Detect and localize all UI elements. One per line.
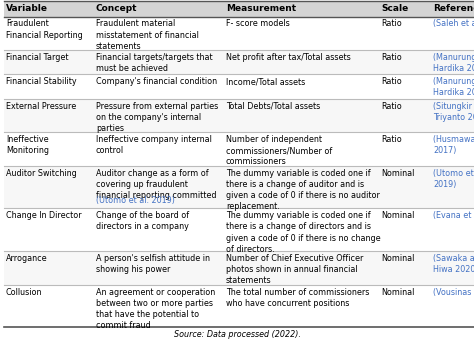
Text: A person's selfish attitude in
showing his power: A person's selfish attitude in showing h… xyxy=(96,254,210,274)
Text: Ratio: Ratio xyxy=(381,77,402,86)
Bar xyxy=(4,208,474,251)
Bar xyxy=(4,16,474,50)
Text: Source: Data processed (2022).: Source: Data processed (2022). xyxy=(173,330,301,339)
Text: Ineffective
Monitoring: Ineffective Monitoring xyxy=(6,135,49,155)
Text: Income/Total assets: Income/Total assets xyxy=(226,77,305,86)
Text: Variable: Variable xyxy=(6,4,48,13)
Text: Measurement: Measurement xyxy=(226,4,296,13)
Bar xyxy=(4,74,474,98)
Text: Ratio: Ratio xyxy=(381,102,402,110)
Text: Auditor change as a form of
covering up fraudulent
financial reporting committed: Auditor change as a form of covering up … xyxy=(96,169,217,200)
Text: Collusion: Collusion xyxy=(6,288,43,297)
Text: Net profit after tax/Total assets: Net profit after tax/Total assets xyxy=(226,53,351,62)
Text: External Pressure: External Pressure xyxy=(6,102,76,110)
Text: Arrogance: Arrogance xyxy=(6,254,47,263)
Text: (Sawaka and
Hiwa 2020): (Sawaka and Hiwa 2020) xyxy=(433,254,474,274)
Text: (Saleh et al. 2021): (Saleh et al. 2021) xyxy=(433,19,474,28)
Text: Number of Chief Executive Officer
photos shown in annual financial
statements: Number of Chief Executive Officer photos… xyxy=(226,254,364,285)
Text: Change In Director: Change In Director xyxy=(6,211,82,220)
Text: (Manurung and
Hardika 2015): (Manurung and Hardika 2015) xyxy=(433,53,474,73)
Text: (Vousinas 2019): (Vousinas 2019) xyxy=(433,288,474,297)
Text: The total number of commissioners
who have concurrent positions: The total number of commissioners who ha… xyxy=(226,288,369,308)
Bar xyxy=(4,285,474,327)
Text: Ratio: Ratio xyxy=(381,53,402,62)
Text: Financial targets/targets that
must be achieved: Financial targets/targets that must be a… xyxy=(96,53,213,73)
Text: (Situngkir and
Triyanto 2020): (Situngkir and Triyanto 2020) xyxy=(433,102,474,122)
Text: Auditor Switching: Auditor Switching xyxy=(6,169,77,177)
Text: Nominal: Nominal xyxy=(381,254,414,263)
Text: An agreement or cooperation
between two or more parties
that have the potential : An agreement or cooperation between two … xyxy=(96,288,215,330)
Text: The dummy variable is coded one if
there is a change of directors and is
given a: The dummy variable is coded one if there… xyxy=(226,211,381,254)
Text: Change of the board of
directors in a company: Change of the board of directors in a co… xyxy=(96,211,189,232)
Text: (Manurung and
Hardika 2015): (Manurung and Hardika 2015) xyxy=(433,77,474,97)
Text: Scale: Scale xyxy=(381,4,408,13)
Text: (Evana et al. 2019): (Evana et al. 2019) xyxy=(433,211,474,220)
Text: (Utomo et al. 2019): (Utomo et al. 2019) xyxy=(96,196,175,205)
Text: Fraudulent material
misstatement of financial
statements: Fraudulent material misstatement of fina… xyxy=(96,19,199,51)
Text: References: References xyxy=(433,4,474,13)
Text: Financial Stability: Financial Stability xyxy=(6,77,77,86)
Text: Nominal: Nominal xyxy=(381,288,414,297)
Text: Ratio: Ratio xyxy=(381,135,402,144)
Text: (Husmawati et al.
2017): (Husmawati et al. 2017) xyxy=(433,135,474,155)
Text: Number of independent
commissioners/Number of
commissioners: Number of independent commissioners/Numb… xyxy=(226,135,332,166)
Text: Nominal: Nominal xyxy=(381,169,414,177)
Bar xyxy=(4,166,474,208)
Text: (Utomo et al.
2019): (Utomo et al. 2019) xyxy=(433,169,474,189)
Text: Financial Target: Financial Target xyxy=(6,53,69,62)
Text: Fraudulent
Financial Reporting: Fraudulent Financial Reporting xyxy=(6,19,83,40)
Bar xyxy=(4,50,474,74)
Text: Ineffective company internal
control: Ineffective company internal control xyxy=(96,135,212,155)
Bar xyxy=(4,251,474,285)
Text: Company's financial condition: Company's financial condition xyxy=(96,77,217,86)
Text: Nominal: Nominal xyxy=(381,211,414,220)
Bar xyxy=(4,98,474,132)
Bar xyxy=(4,1,474,16)
Text: Pressure from external parties
on the company's internal
parties: Pressure from external parties on the co… xyxy=(96,102,218,133)
Text: The dummy variable is coded one if
there is a change of auditor and is
given a c: The dummy variable is coded one if there… xyxy=(226,169,380,211)
Text: Ratio: Ratio xyxy=(381,19,402,28)
Bar xyxy=(4,132,474,166)
Text: Concept: Concept xyxy=(96,4,137,13)
Text: Total Debts/Total assets: Total Debts/Total assets xyxy=(226,102,320,110)
Text: F- score models: F- score models xyxy=(226,19,290,28)
